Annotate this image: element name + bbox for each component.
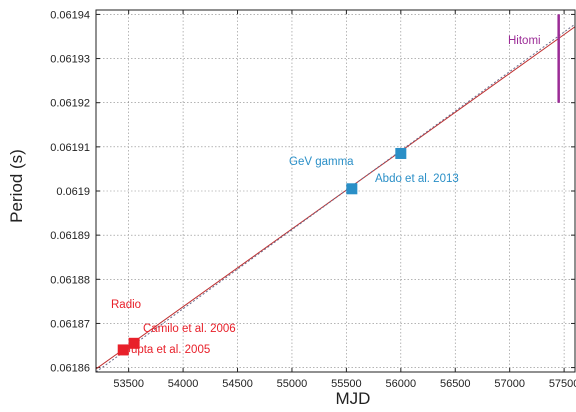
gamma-series-label: GeV gamma (289, 156, 354, 168)
gamma-point (395, 147, 407, 159)
y-tick-label: 0.06192 (50, 98, 90, 110)
x-tick-label: 54000 (168, 378, 199, 390)
radio-point (128, 337, 140, 349)
y-tick-label: 0.06186 (50, 363, 90, 375)
y-tick-label: 0.0619 (56, 186, 90, 198)
radio-series-label: Radio (111, 299, 141, 311)
y-tick-label: 0.06187 (50, 318, 90, 330)
radio-point-label: Camilo et al. 2006 (143, 323, 236, 335)
radio-point (117, 344, 129, 356)
gamma-point-label: Abdo et al. 2013 (375, 173, 459, 185)
y-tick-label: 0.06189 (50, 230, 90, 242)
hitomi-series-label: Hitomi (508, 35, 541, 47)
gamma-point (346, 183, 358, 195)
x-tick-label: 54500 (222, 378, 253, 390)
grid (96, 10, 575, 372)
x-tick-label: 56000 (386, 378, 417, 390)
plot-frame (95, 9, 576, 373)
x-axis-label: MJD (336, 389, 371, 408)
y-tick-label: 0.06194 (50, 9, 90, 21)
data-marks (117, 14, 560, 356)
y-tick-label: 0.06188 (50, 274, 90, 286)
fit-line-dotted (95, 23, 576, 373)
x-tick-label: 53500 (113, 378, 144, 390)
x-tick-label: 56500 (440, 378, 471, 390)
y-tick-label: 0.06191 (50, 142, 90, 154)
y-axis-label: Period (s) (7, 149, 26, 223)
fit-lines (95, 23, 576, 373)
x-tick-label: 55000 (277, 378, 308, 390)
x-tick-label: 55500 (331, 378, 362, 390)
x-tick-label: 57000 (494, 378, 525, 390)
tick-labels: 53500 54000 54500 55000 55500 56000 56500 57000… (50, 9, 576, 390)
y-tick-label: 0.06193 (50, 54, 90, 66)
radio-point-label: Gupta et al. 2005 (122, 344, 210, 356)
